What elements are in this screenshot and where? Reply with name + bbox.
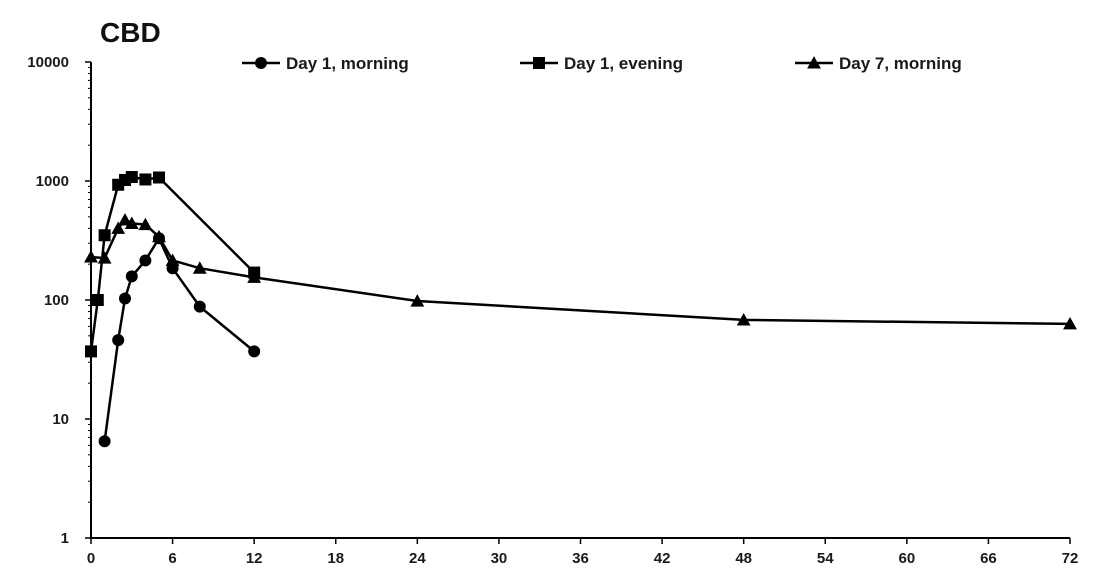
data-point (1063, 316, 1077, 330)
data-point (152, 171, 165, 184)
y-tick-label: 10 (52, 411, 69, 428)
data-point (85, 345, 97, 358)
data-point (124, 216, 139, 229)
data-point (98, 435, 111, 448)
data-point (193, 300, 206, 313)
data-point (97, 251, 112, 264)
data-point (410, 294, 425, 307)
x-tick-label: 36 (572, 550, 589, 567)
x-tick-label: 60 (898, 550, 915, 567)
x-tick-label: 48 (735, 550, 752, 567)
legend-item: Day 1, morning (242, 54, 409, 73)
data-point (138, 217, 153, 231)
x-tick-label: 54 (817, 550, 834, 567)
series-square (85, 171, 261, 358)
data-point (125, 171, 138, 184)
legend-label: Day 1, evening (564, 54, 683, 73)
x-tick-label: 42 (654, 550, 671, 567)
legend-label: Day 1, morning (286, 54, 409, 73)
series-line (90, 218, 1071, 326)
data-point (118, 292, 131, 305)
data-point (98, 229, 111, 242)
legend-marker-triangle (807, 56, 821, 69)
legend-item: Day 7, morning (795, 54, 962, 73)
y-tick-label: 1000 (36, 173, 69, 190)
x-tick-label: 72 (1062, 550, 1079, 567)
axes: 0 6 12 18 24 30 36 42 48 54 60 66 72 1 10 100 1000 10000 (27, 54, 1078, 567)
data-point (248, 345, 261, 358)
series-circle (98, 232, 261, 448)
x-tick-label: 12 (246, 550, 263, 567)
x-tick-label: 0 (87, 550, 95, 567)
data-point (111, 221, 126, 234)
data-point (139, 254, 152, 267)
data-point (112, 334, 125, 347)
data-point (125, 270, 138, 283)
chart-title: CBD (100, 17, 161, 48)
x-tick-label: 66 (980, 550, 997, 567)
series-layer (84, 171, 1077, 448)
legend-marker-circle (255, 57, 267, 69)
x-tick-label: 24 (409, 550, 426, 567)
legend: Day 1, morning Day 1, evening Day 7, morni… (242, 54, 962, 73)
x-tick-label: 30 (491, 550, 508, 567)
series-line (103, 237, 255, 442)
data-point (165, 253, 180, 266)
data-point (91, 294, 104, 306)
legend-marker-square (533, 57, 545, 69)
y-tick-label: 10000 (27, 54, 69, 71)
legend-label: Day 7, morning (839, 54, 962, 73)
data-point (192, 261, 207, 274)
data-point (152, 229, 166, 243)
data-point (247, 270, 262, 283)
data-point (84, 250, 98, 263)
x-tick-label: 18 (327, 550, 344, 567)
legend-item: Day 1, evening (520, 54, 683, 73)
data-point (736, 313, 751, 326)
series-triangle (84, 213, 1077, 330)
y-tick-label: 1 (61, 530, 69, 547)
y-tick-label: 100 (44, 292, 69, 309)
x-tick-label: 6 (168, 550, 176, 567)
data-point (139, 173, 152, 186)
data-point (118, 213, 132, 226)
